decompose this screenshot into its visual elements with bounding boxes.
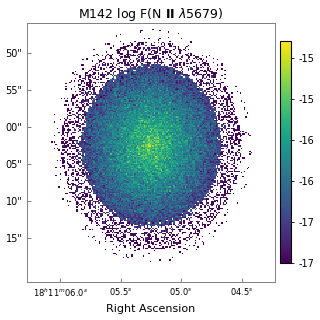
Title: M142 log F(N $\mathbf{II}$ $\lambda$5679): M142 log F(N $\mathbf{II}$ $\lambda$5679… bbox=[78, 5, 224, 22]
X-axis label: Right Ascension: Right Ascension bbox=[106, 304, 196, 315]
